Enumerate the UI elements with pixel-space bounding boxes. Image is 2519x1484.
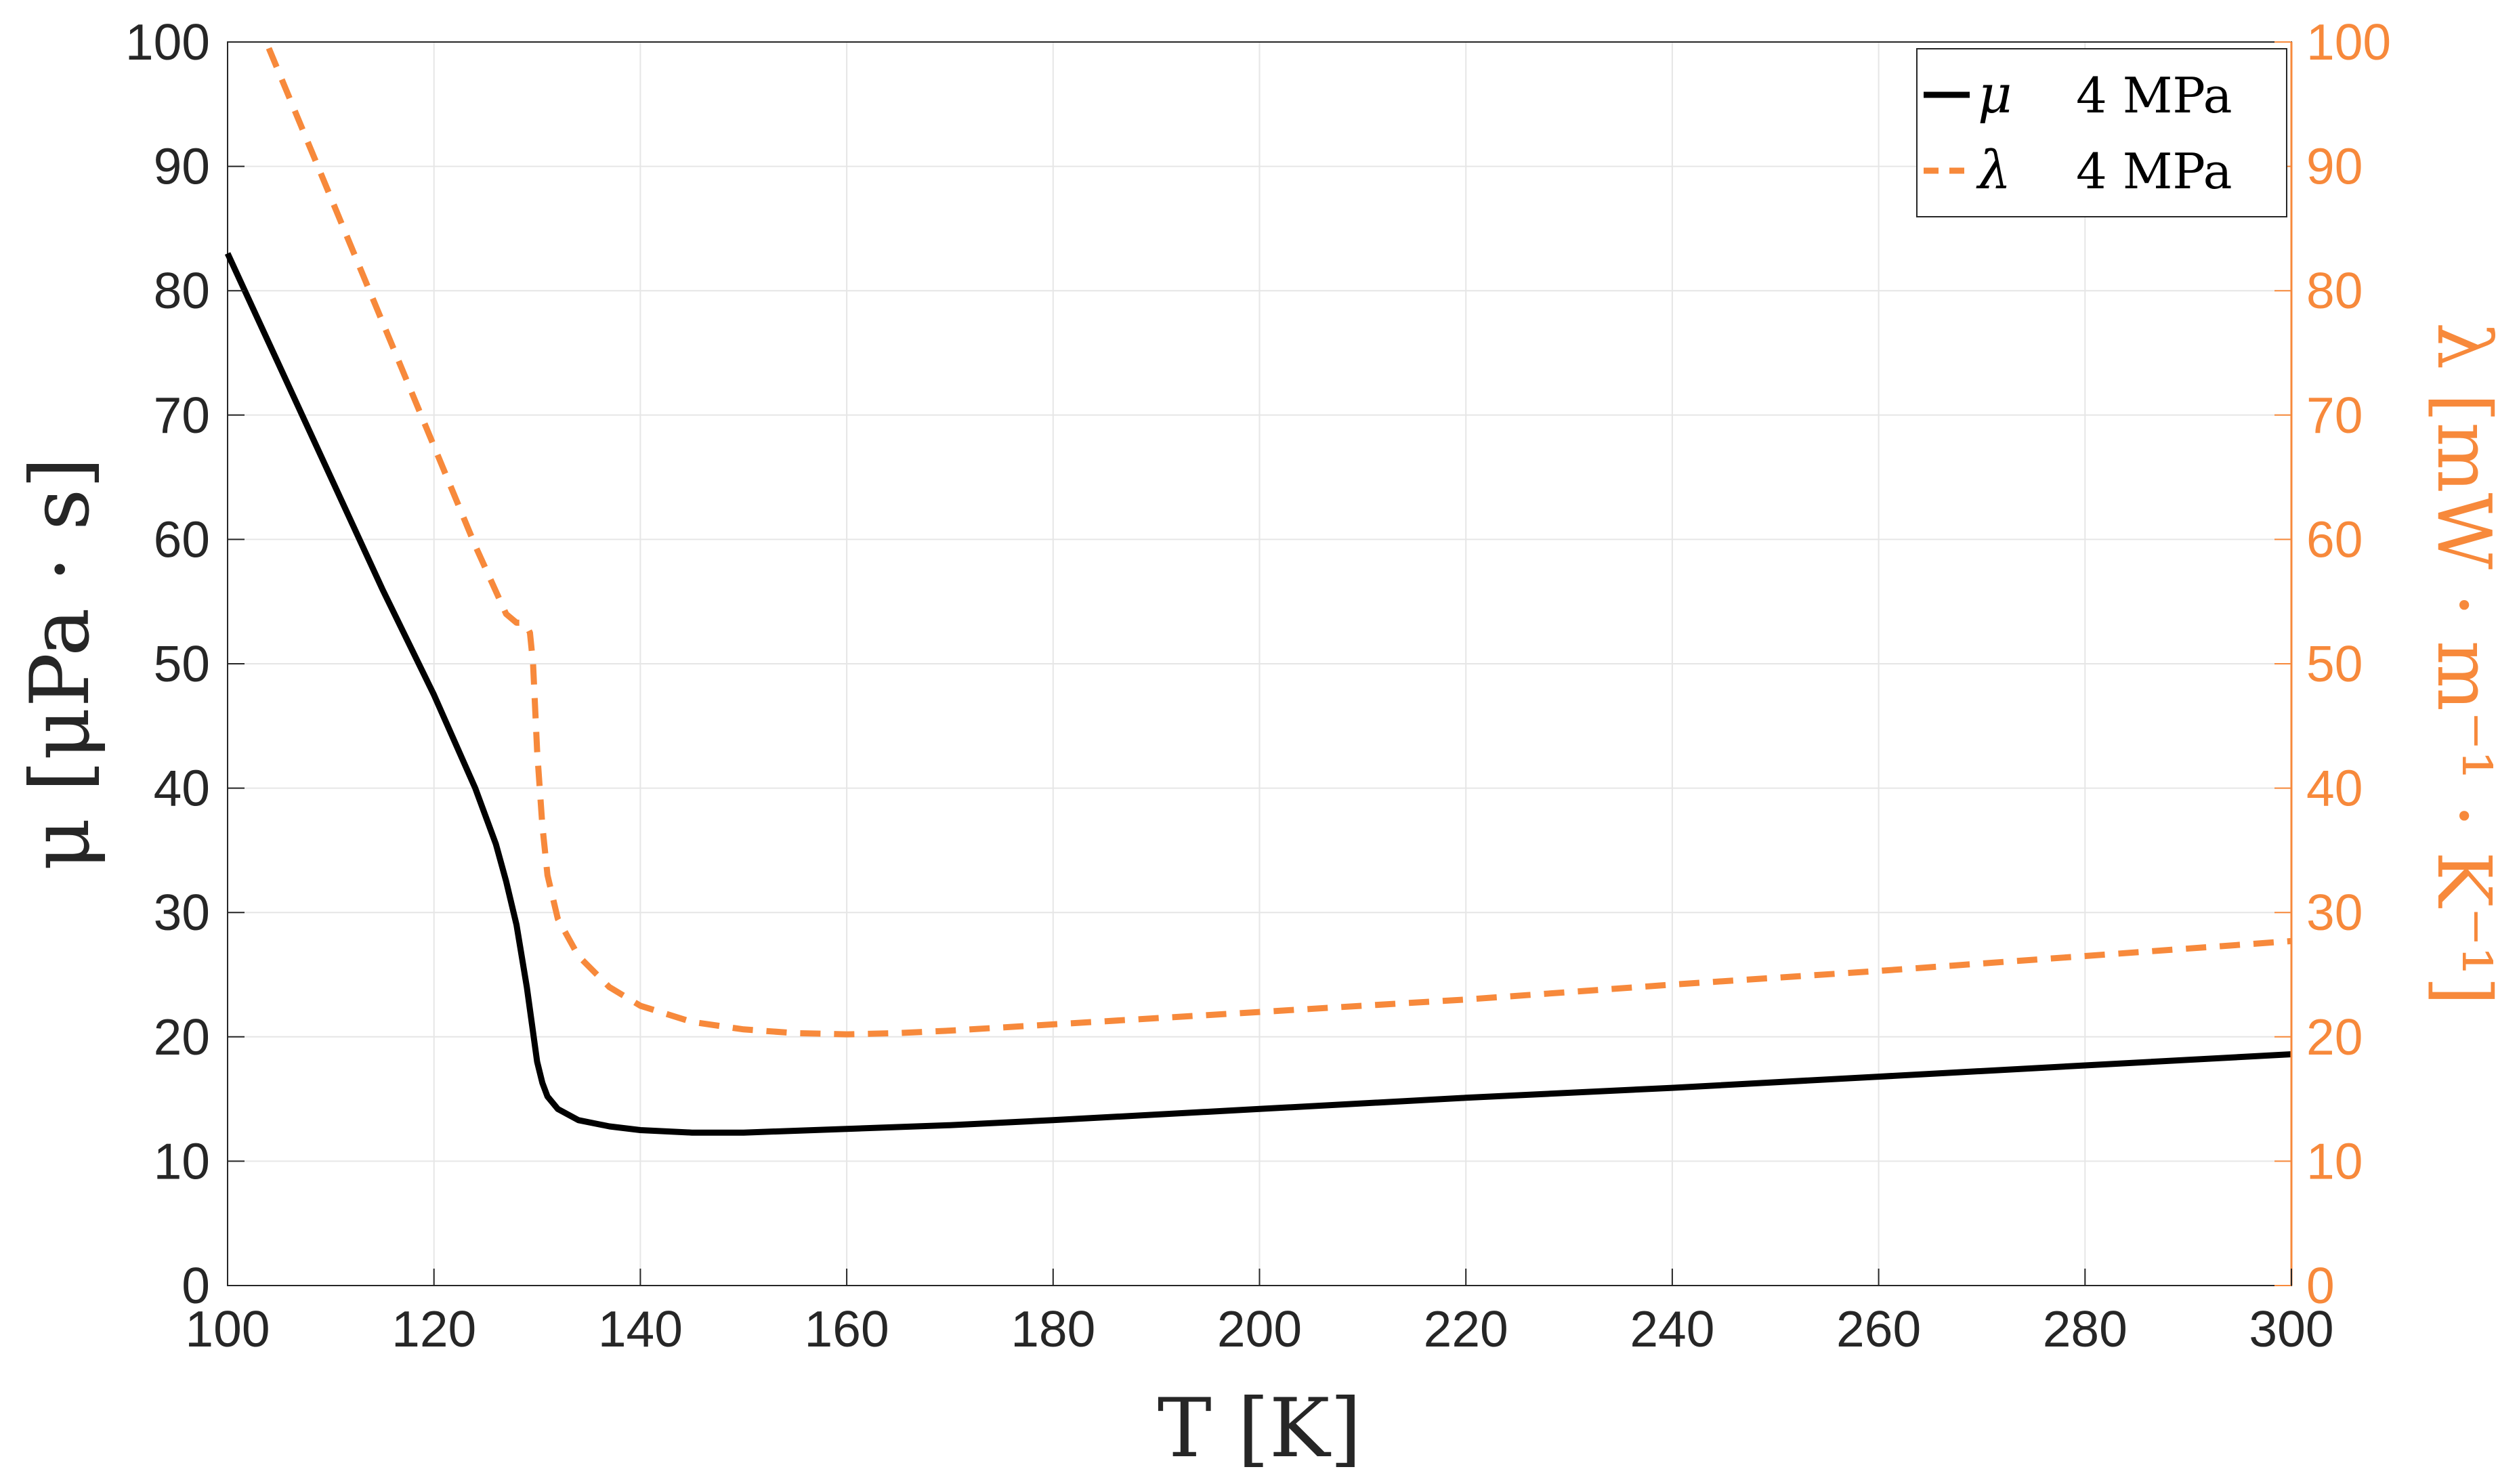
right-tick-label: 70 [2306,387,2363,444]
left-tick-label: 50 [154,635,210,692]
series-line-lambda [266,47,2292,1038]
legend-symbol-lambda: λ [1976,140,2011,201]
right-tick-label: 10 [2306,1132,2363,1189]
left-tick-label: 40 [154,760,210,817]
right-axis-label: λ [mW · m⁻¹ · K⁻¹] [2421,322,2507,1005]
left-tick-label: 100 [125,14,210,70]
legend: μ 4 MPa λ 4 MPa [1916,48,2287,217]
left-axis-ticks: 0 10 20 30 40 50 60 70 80 90 100 [125,14,245,1314]
right-tick-label: 90 [2306,138,2363,195]
legend-symbol-mu: μ [1978,64,2012,125]
left-tick-label: 20 [154,1009,210,1065]
x-tick-label: 160 [805,1300,889,1357]
x-tick-label: 180 [1011,1300,1095,1357]
x-tick-label: 140 [598,1300,683,1357]
right-tick-label: 100 [2306,14,2391,70]
right-tick-label: 20 [2306,1009,2363,1065]
right-tick-label: 30 [2306,884,2363,941]
x-tick-label: 280 [2043,1300,2128,1357]
series-line-mu [224,252,2292,1136]
left-tick-label: 60 [154,511,210,568]
right-tick-label: 60 [2306,511,2363,568]
legend-box [1916,48,2287,217]
x-tick-label: 120 [391,1300,476,1357]
left-tick-label: 0 [182,1257,210,1314]
left-axis-label: μ [μPa · s] [14,457,108,871]
right-tick-label: 0 [2306,1257,2335,1314]
left-tick-label: 90 [154,138,210,195]
left-tick-label: 70 [154,387,210,444]
right-tick-label: 50 [2306,635,2363,692]
legend-label-mu: 4 MPa [2076,67,2232,124]
x-tick-label: 200 [1217,1300,1302,1357]
x-axis-label: T [K] [1158,1382,1361,1476]
left-tick-label: 10 [154,1132,210,1189]
x-tick-label: 260 [1836,1300,1921,1357]
x-tick-label: 220 [1424,1300,1508,1357]
left-tick-label: 80 [154,262,210,319]
legend-label-lambda: 4 MPa [2076,143,2232,200]
x-tick-label: 240 [1630,1300,1714,1357]
right-axis-ticks: 0 10 20 30 40 50 60 70 80 90 100 [2274,14,2391,1314]
x-axis-ticks: 100 120 140 160 180 200 220 240 260 280 300 [185,1269,2334,1357]
right-tick-label: 80 [2306,262,2363,319]
x-tick-label: 300 [2249,1300,2333,1357]
series-layer [224,47,2292,1136]
x-tick-label: 100 [185,1300,270,1357]
right-tick-label: 40 [2306,760,2363,817]
left-tick-label: 30 [154,884,210,941]
